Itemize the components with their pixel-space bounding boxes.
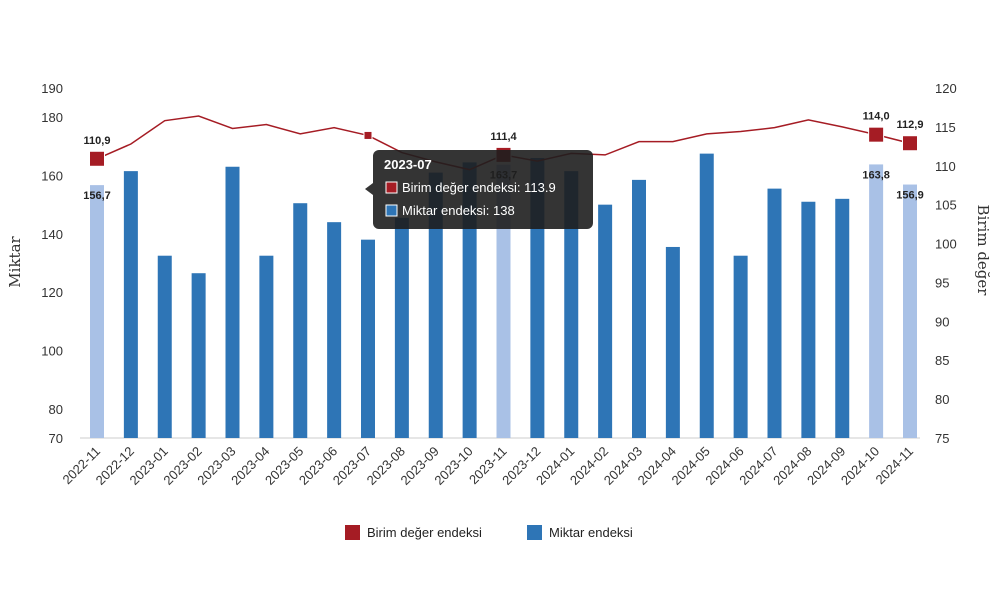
legend-label-bar: Miktar endeksi — [549, 525, 633, 540]
y-tick-label: 160 — [41, 169, 63, 184]
bar — [361, 239, 375, 438]
tooltip-title: 2023-07 — [384, 157, 432, 172]
y-axis-right: 120 115 110 105 100 95 90 85 80 75 — [935, 81, 957, 446]
bar — [869, 164, 884, 438]
bar — [632, 179, 646, 438]
y2-axis-title: Birim değer — [974, 205, 992, 297]
bar-data-label: 163,8 — [862, 169, 890, 181]
y2-tick-label: 100 — [935, 237, 957, 252]
x-tick-label: 2023-10 — [431, 444, 475, 488]
y-axis-title: Miktar — [6, 235, 24, 287]
line-data-label: 112,9 — [897, 119, 924, 131]
bar-data-label: 156,7 — [83, 190, 111, 202]
y2-tick-label: 120 — [935, 81, 957, 96]
legend-label-line: Birim değer endeksi — [367, 525, 482, 540]
y2-tick-label: 105 — [935, 198, 957, 213]
y2-tick-label: 75 — [935, 431, 949, 446]
line-data-label: 114,0 — [863, 111, 890, 123]
tooltip-box — [373, 150, 593, 229]
y-tick-label: 100 — [41, 344, 63, 359]
y2-tick-label: 85 — [935, 353, 949, 368]
line-point — [89, 150, 105, 167]
y2-tick-label: 110 — [935, 159, 956, 174]
bar — [496, 164, 511, 439]
y-tick-label: 190 — [41, 81, 63, 96]
bar — [225, 166, 240, 438]
y2-tick-label: 80 — [935, 392, 949, 407]
y-tick-label: 70 — [49, 431, 63, 446]
y-axis-left: 190 180 160 140 120 100 80 70 — [41, 81, 63, 446]
tooltip-line-1: Birim değer endeksi: 113.9 — [402, 180, 556, 195]
bar — [699, 153, 714, 438]
bar — [394, 217, 409, 438]
tooltip-line-2: Miktar endeksi: 138 — [402, 203, 515, 218]
tooltip-swatch-line — [385, 181, 398, 194]
bar — [157, 255, 172, 438]
bar — [767, 188, 782, 438]
bar — [598, 204, 613, 438]
bar — [90, 185, 104, 438]
legend-swatch-line — [345, 525, 360, 540]
bar — [293, 203, 308, 438]
tooltip-swatch-bar — [385, 204, 398, 217]
y-tick-label: 140 — [41, 227, 63, 242]
bar — [835, 198, 850, 438]
bar — [665, 246, 680, 438]
x-tick-label: 2024-10 — [838, 444, 882, 488]
line-point — [868, 126, 885, 143]
bar — [191, 273, 206, 438]
bar — [259, 255, 274, 438]
x-tick-label: 2024-11 — [872, 444, 916, 488]
bar — [327, 222, 342, 438]
x-axis-ticks: 2022-112022-122023-012023-022023-032023-… — [59, 444, 916, 488]
line-data-label: 111,4 — [490, 131, 517, 143]
y2-tick-label: 90 — [935, 314, 949, 329]
tooltip-pointer — [365, 183, 373, 195]
bar — [123, 171, 138, 438]
y-tick-label: 180 — [41, 110, 63, 125]
bar — [564, 171, 579, 438]
line-point — [363, 130, 373, 140]
bar — [462, 162, 477, 438]
line-data-label: 110,9 — [84, 135, 111, 147]
bar-data-label: 156,9 — [896, 190, 924, 202]
bar — [903, 184, 917, 438]
line-point — [902, 135, 918, 152]
bar — [733, 255, 748, 438]
y-tick-label: 120 — [41, 285, 63, 300]
y2-tick-label: 115 — [935, 120, 956, 135]
y-tick-label: 80 — [49, 402, 63, 417]
bar — [801, 201, 816, 438]
legend-swatch-bar — [527, 525, 542, 540]
legend: Birim değer endeksi Miktar endeksi — [345, 525, 633, 540]
y2-tick-label: 95 — [935, 275, 949, 290]
bar — [428, 172, 443, 439]
bar-series — [90, 153, 917, 439]
tooltip: 2023-07 Birim değer endeksi: 113.9 Mikta… — [365, 150, 593, 229]
